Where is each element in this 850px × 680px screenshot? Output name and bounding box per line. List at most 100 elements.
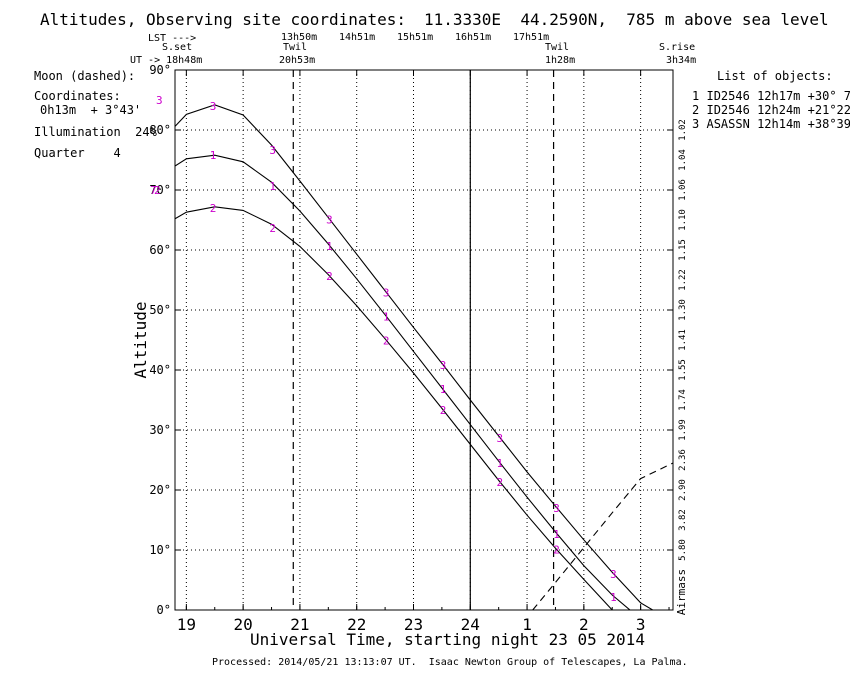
airmass-tick-label: 1.41 — [678, 329, 688, 351]
object-list-item: 1 ID2546 12h17m +30° 7' — [692, 90, 850, 102]
lst-tick-3: 15h51m — [397, 32, 434, 43]
object-dec: +30° 7' — [807, 89, 850, 103]
moon-altitude-line — [532, 462, 673, 610]
moon-coordinates: 0h13m + 3°43' — [40, 103, 142, 117]
object-ra: 12h24m — [757, 103, 801, 117]
lst-tick-4: 16h51m — [455, 32, 492, 43]
x-axis-title: Universal Time, starting night 23 05 201… — [250, 630, 645, 649]
site-coordinates: 11.3330E 44.2590N, 785 m above sea level — [424, 10, 829, 29]
x-tick-label: 21 — [290, 615, 309, 634]
y-tick-label: 90° — [149, 63, 171, 77]
plot-frame — [174, 69, 674, 611]
y-tick-label: 10° — [149, 543, 171, 557]
y-axis-title: Altitude — [131, 301, 150, 378]
object-list-item: 2 ID2546 12h24m +21°22' — [692, 104, 850, 116]
y-tick-label: 40° — [149, 363, 171, 377]
object-name: ID2546 — [706, 103, 750, 117]
curve-label: 3 — [269, 144, 276, 157]
curve-label: 2 — [326, 270, 333, 283]
airmass-tick-label: 1.30 — [678, 299, 688, 321]
moon-coordinates-label: Coordinates: — [34, 89, 121, 103]
object-list-item: 3 ASASSN 12h14m +38°39' — [692, 118, 850, 130]
curve-label: 2 — [269, 222, 276, 235]
lst-axis-label: LST ---> — [148, 33, 197, 44]
curve-label: 1 — [440, 383, 447, 396]
object-id: 3 — [692, 117, 700, 131]
x-tick-label: 2 — [579, 615, 589, 634]
lst-tick-5: 17h51m — [513, 32, 550, 43]
y-tick-label: 0° — [157, 603, 171, 617]
edge-label: 7 — [150, 184, 157, 197]
object-list-heading: List of objects: — [717, 69, 833, 83]
curve-label: 3 — [553, 502, 560, 515]
curve-label: 3 — [210, 100, 217, 113]
sun-set-label: S.set — [162, 42, 193, 53]
curve-label: 1 — [383, 311, 390, 324]
curve-label: 1 — [269, 180, 276, 193]
moon-quarter: Quarter 4 — [34, 146, 121, 160]
curve-label: 1 — [496, 457, 503, 470]
object-id: 1 — [692, 89, 700, 103]
edge-label: 2 — [154, 184, 161, 197]
curve-label: 2 — [210, 202, 217, 215]
sun-rise-label: S.rise — [659, 42, 696, 53]
moon-marker-label: 3 — [156, 94, 163, 107]
x-tick-label: 19 — [177, 615, 196, 634]
altitude-line-object-2 — [175, 206, 614, 610]
twilight-evening-time: 20h53m — [279, 55, 316, 66]
y-tick-label: 20° — [149, 483, 171, 497]
y-tick-label: 30° — [149, 423, 171, 437]
curve-label: 3 — [440, 359, 447, 372]
y-tick-label: 60° — [149, 243, 171, 257]
moon-illumination: Illumination 24% — [34, 125, 157, 139]
x-tick-label: 22 — [347, 615, 366, 634]
object-dec: +38°39' — [807, 117, 850, 131]
airmass-tick-label: 5.80 — [678, 539, 688, 561]
lst-tick-1: 13h50m — [281, 32, 318, 43]
lst-tick-2: 14h51m — [339, 32, 376, 43]
curve-label: 1 — [210, 149, 217, 162]
object-ra: 12h17m — [757, 89, 801, 103]
twilight-morning-time: 1h28m — [545, 55, 576, 66]
site-title: Altitudes, Observing site coordinates: — [40, 10, 407, 29]
curve-label: 2 — [440, 404, 447, 417]
object-dec: +21°22' — [807, 103, 850, 117]
airmass-axis-label: Airmass — [675, 569, 688, 615]
y-tick-label: 50° — [149, 303, 171, 317]
x-tick-label: 20 — [234, 615, 253, 634]
airmass-tick-label: 2.36 — [678, 449, 688, 471]
airmass-tick-label: 3.82 — [678, 509, 688, 531]
sun-rise-time: 3h34m — [666, 55, 697, 66]
object-name: ID2546 — [706, 89, 750, 103]
curve-label: 3 — [496, 432, 503, 445]
airmass-tick-label: 1.22 — [678, 269, 688, 291]
object-name: ASASSN — [706, 117, 750, 131]
airmass-tick-label: 1.10 — [678, 209, 688, 231]
airmass-tick-label: 1.55 — [678, 359, 688, 381]
curve-label: 2 — [553, 543, 560, 556]
x-tick-label: 1 — [522, 615, 532, 634]
object-ra: 12h14m — [757, 117, 801, 131]
y-tick-label: 80° — [149, 123, 171, 137]
curve-label: 2 — [496, 476, 503, 489]
x-tick-label: 24 — [461, 615, 480, 634]
airmass-tick-label: 1.99 — [678, 419, 688, 441]
airmass-tick-label: 1.74 — [678, 389, 688, 411]
airmass-tick-label: 1.04 — [678, 149, 688, 171]
object-id: 2 — [692, 103, 700, 117]
curve-label: 1 — [610, 591, 617, 604]
curve-label: 1 — [553, 528, 560, 541]
airmass-tick-label: 1.15 — [678, 239, 688, 261]
curve-label: 3 — [326, 213, 333, 226]
airmass-tick-label: 1.06 — [678, 179, 688, 201]
curve-label: 1 — [326, 240, 333, 253]
curve-label: 3 — [610, 568, 617, 581]
curve-label: 2 — [383, 335, 390, 348]
moon-heading: Moon (dashed): — [34, 69, 136, 83]
altitude-line-object-3 — [175, 104, 654, 610]
ut-axis-label: UT -> 18h48m — [130, 55, 203, 66]
curve-label: 3 — [383, 287, 390, 300]
footer-processed: Processed: 2014/05/21 13:13:07 UT. Isaac… — [212, 657, 688, 668]
altitude-line-object-1 — [175, 154, 631, 610]
